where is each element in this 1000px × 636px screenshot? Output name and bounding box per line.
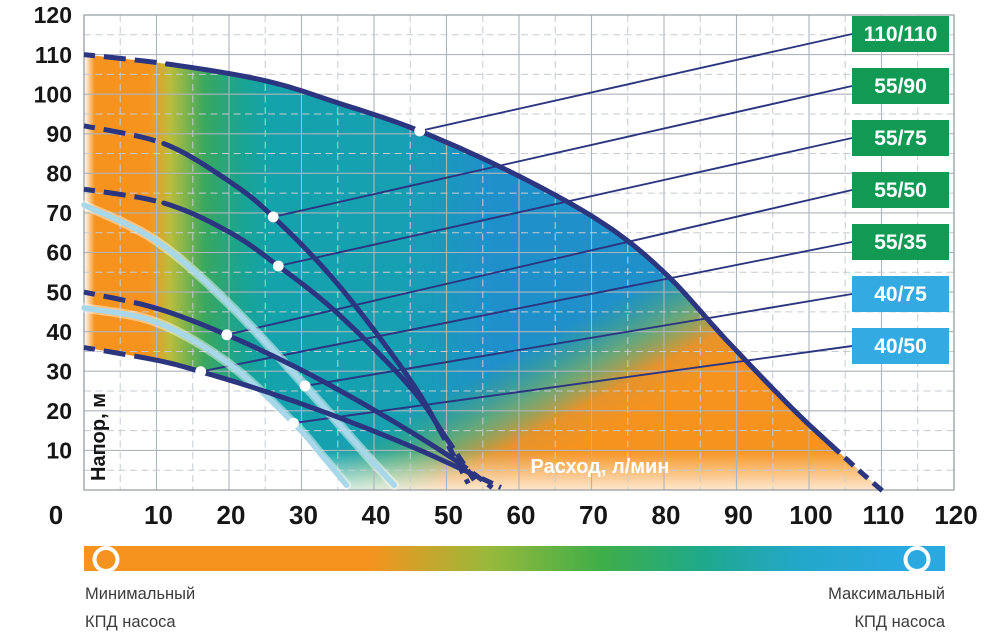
svg-text:100: 100 xyxy=(789,500,832,530)
svg-text:40/50: 40/50 xyxy=(874,335,927,358)
svg-text:110: 110 xyxy=(35,42,72,68)
svg-text:Минимальный: Минимальный xyxy=(85,585,195,603)
svg-text:90: 90 xyxy=(724,500,753,530)
svg-text:90: 90 xyxy=(46,121,72,147)
svg-text:40/75: 40/75 xyxy=(874,283,927,306)
svg-text:80: 80 xyxy=(46,161,72,187)
svg-text:50: 50 xyxy=(434,500,463,530)
svg-text:КПД насоса: КПД насоса xyxy=(854,613,945,631)
svg-text:100: 100 xyxy=(34,81,72,107)
svg-text:40: 40 xyxy=(362,500,391,530)
svg-text:55/50: 55/50 xyxy=(874,179,927,202)
svg-text:50: 50 xyxy=(46,279,72,305)
svg-text:Напор, м: Напор, м xyxy=(88,393,110,481)
svg-text:30: 30 xyxy=(46,358,72,384)
svg-text:30: 30 xyxy=(289,500,318,530)
svg-text:70: 70 xyxy=(46,200,72,226)
svg-text:55/75: 55/75 xyxy=(874,127,927,150)
svg-text:Расход, л/мин: Расход, л/мин xyxy=(531,456,670,478)
svg-text:80: 80 xyxy=(652,500,681,530)
svg-text:Максимальный: Максимальный xyxy=(828,585,945,603)
svg-text:110/110: 110/110 xyxy=(864,23,938,46)
svg-text:70: 70 xyxy=(579,500,608,530)
svg-text:20: 20 xyxy=(217,500,246,530)
svg-text:10: 10 xyxy=(46,438,72,464)
svg-text:0: 0 xyxy=(49,500,63,530)
svg-text:120: 120 xyxy=(34,2,72,28)
svg-text:55/35: 55/35 xyxy=(874,231,927,254)
svg-text:60: 60 xyxy=(507,500,536,530)
svg-text:40: 40 xyxy=(46,319,72,345)
svg-text:60: 60 xyxy=(46,240,72,266)
svg-text:55/90: 55/90 xyxy=(874,75,927,98)
svg-text:120: 120 xyxy=(934,500,977,530)
svg-text:10: 10 xyxy=(144,500,173,530)
svg-text:20: 20 xyxy=(46,398,72,424)
svg-text:110: 110 xyxy=(863,500,905,530)
svg-text:КПД насоса: КПД насоса xyxy=(85,613,176,631)
